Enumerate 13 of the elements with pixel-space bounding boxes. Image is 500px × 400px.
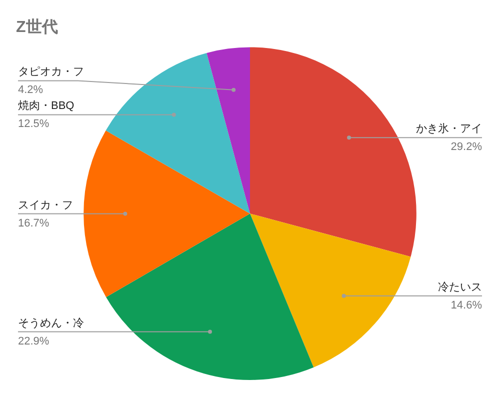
data-label: 29.2% [450,141,482,154]
data-label: 4.2% [18,84,44,96]
data-label: 12.5% [18,118,50,130]
slice-label: 冷たいス [438,281,482,294]
chart-title: Z世代 [16,18,58,36]
slice-label: 焼肉・BBQ [18,100,75,112]
slice-label: かき氷・アイ [416,122,482,136]
slice-label: そうめん・冷 [18,317,84,330]
data-label: 14.6% [450,299,482,312]
data-label: 22.9% [18,335,50,348]
slice-label: タピオカ・フ [18,66,84,78]
data-label: 16.7% [18,217,50,230]
slice-label: スイカ・フ [18,199,73,212]
